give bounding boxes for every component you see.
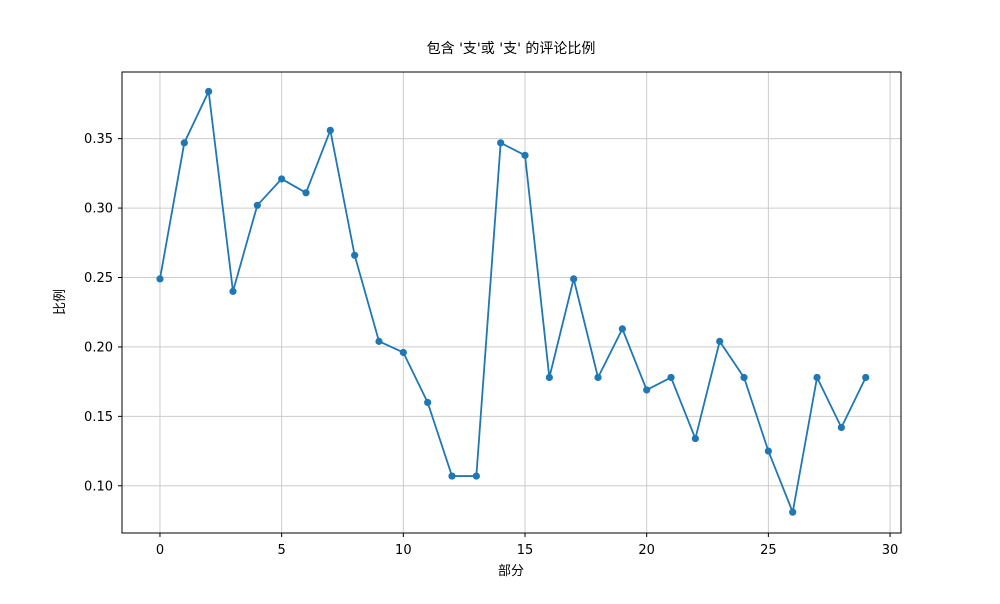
data-point xyxy=(521,151,529,159)
data-point xyxy=(667,373,675,382)
data-point xyxy=(253,201,261,209)
data-point xyxy=(156,275,164,283)
axis-layer: 0 5 10 15 20 25 30 0.10 0.15 0.20 0.25 0.30 0.35 xyxy=(84,71,902,558)
data-point xyxy=(691,434,699,443)
y-axis-label: 比例 xyxy=(53,289,68,315)
y-tick-label: 0.20 xyxy=(84,340,113,355)
data-point xyxy=(448,472,456,480)
x-tick-label: 25 xyxy=(760,543,777,558)
data-point xyxy=(326,126,334,134)
plot-border xyxy=(121,71,902,534)
series-line xyxy=(159,90,867,514)
data-point xyxy=(497,139,505,147)
data-point xyxy=(278,175,286,183)
y-tick-label: 0.15 xyxy=(84,410,113,425)
data-point xyxy=(618,325,626,333)
data-point xyxy=(302,189,310,197)
data-point xyxy=(570,275,578,283)
data-point xyxy=(837,423,845,432)
data-point xyxy=(375,337,383,345)
data-point xyxy=(716,337,724,345)
data-point xyxy=(472,472,480,480)
series-layer xyxy=(156,87,870,516)
data-point xyxy=(180,139,188,147)
data-point xyxy=(399,348,407,357)
x-tick-label: 20 xyxy=(638,543,655,558)
data-point xyxy=(351,251,359,259)
data-point xyxy=(594,373,602,382)
y-tick-label: 0.10 xyxy=(84,479,113,494)
data-point xyxy=(764,447,772,455)
grid-layer xyxy=(122,72,901,533)
data-point xyxy=(813,373,821,382)
x-tick-label: 0 xyxy=(156,543,164,558)
data-point xyxy=(740,373,748,382)
x-tick-label: 30 xyxy=(882,543,899,558)
chart-title: 包含 '支'或 '支' 的评论比例 xyxy=(427,41,596,57)
data-point xyxy=(545,373,553,382)
data-point xyxy=(643,386,651,394)
y-tick-label: 0.25 xyxy=(84,271,113,286)
data-point xyxy=(424,398,432,407)
y-tick-label: 0.30 xyxy=(84,202,113,217)
data-point xyxy=(205,87,213,96)
x-tick-label: 5 xyxy=(278,543,286,558)
x-tick-label: 15 xyxy=(517,543,534,558)
x-axis-label: 部分 xyxy=(498,564,524,579)
y-tick-label: 0.35 xyxy=(84,132,113,147)
data-point xyxy=(789,508,797,516)
data-point xyxy=(862,373,870,382)
x-tick-label: 10 xyxy=(395,543,412,558)
data-point xyxy=(229,287,237,295)
